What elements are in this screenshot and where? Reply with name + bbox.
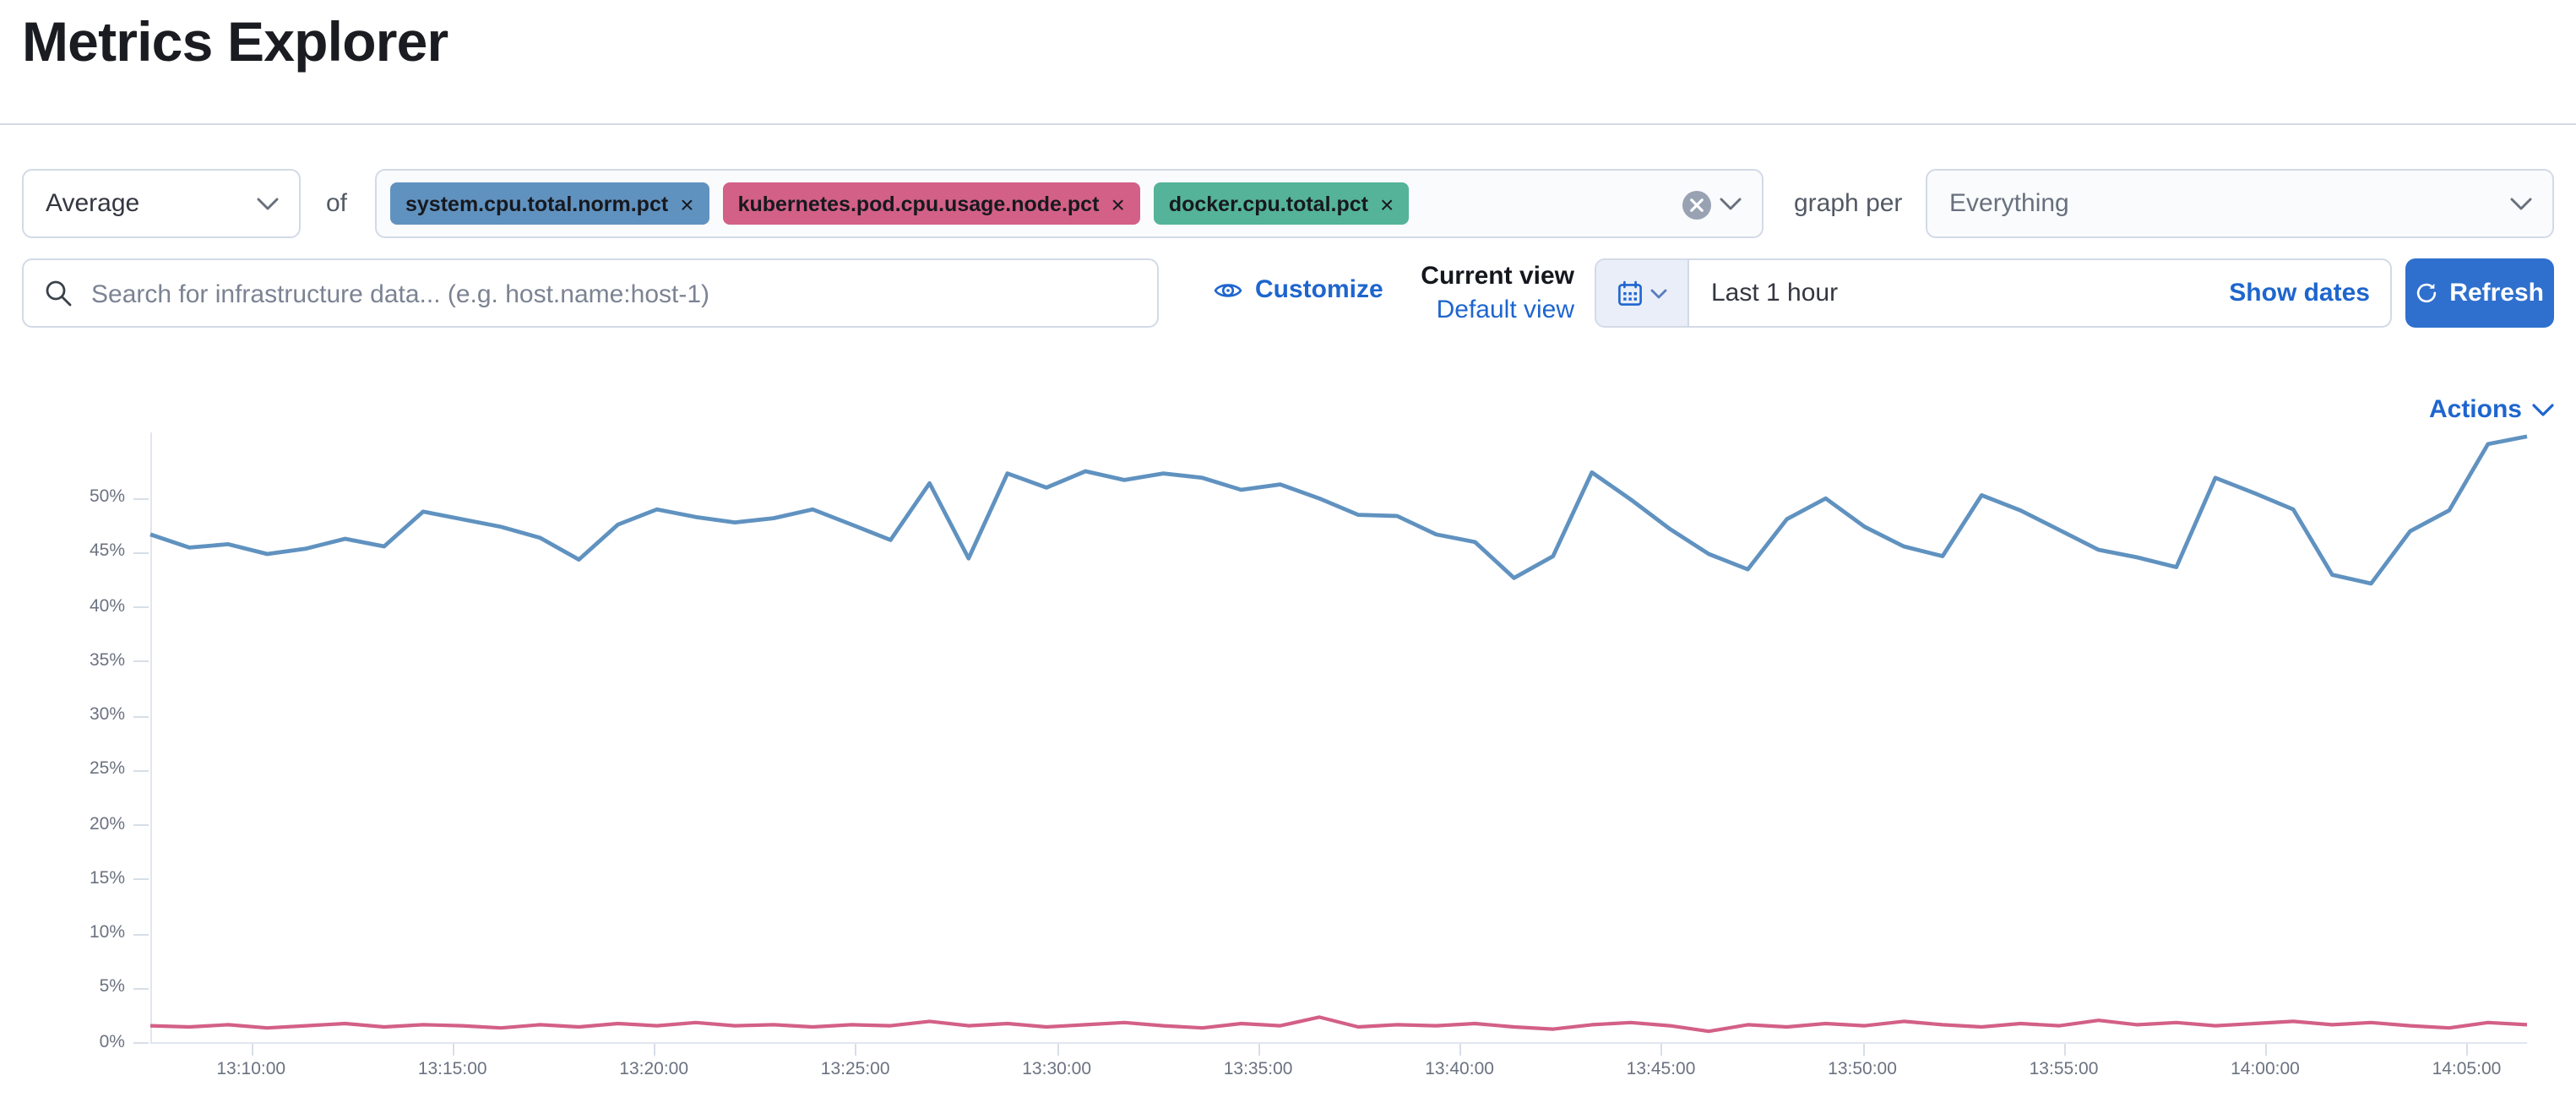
y-axis-tick-label: 5% [99,976,125,997]
y-axis-tick-label: 20% [89,813,125,834]
x-axis-tick-mark [1459,1044,1462,1056]
y-axis-tick-mark [133,933,149,935]
metric-pill[interactable]: kubernetes.pod.cpu.usage.node.pct × [722,182,1140,225]
x-axis-tick-mark [251,1044,253,1056]
series-line-1 [149,1015,2528,1034]
x-axis-tick-label: 13:50:00 [1828,1059,1897,1079]
x-axis-tick-mark [1660,1044,1663,1056]
quick-select-button[interactable] [1596,260,1689,326]
chart: 0% 5% 10% 15% 20% 25% 30% 35% 40% 45% 50% 13:10:00 1… [0,422,2576,1098]
y-axis-tick-mark [133,824,149,826]
metric-pill-label: docker.cpu.total.pct [1168,192,1368,215]
x-axis-tick-mark [2264,1044,2267,1056]
graph-per-label: graph per [1794,189,1903,218]
y-axis-tick-mark [133,1042,149,1044]
default-view-link[interactable]: Default view [1436,296,1574,324]
x-axis-tick-label: 13:10:00 [216,1059,286,1079]
metric-pill-label: system.cpu.total.norm.pct [405,192,669,215]
calendar-icon [1618,280,1642,305]
actions-label: Actions [2428,395,2522,424]
x-axis-tick-label: 13:35:00 [1223,1059,1293,1079]
search-input[interactable] [88,262,1108,328]
x-axis-tick-label: 13:45:00 [1626,1059,1696,1079]
y-axis-tick-mark [133,987,149,990]
search-input-wrapper [22,258,1159,328]
x-axis-tick-mark [2063,1044,2066,1056]
chevron-down-icon [1650,288,1667,298]
x-axis-line [150,1042,2527,1044]
date-picker: Last 1 hour Show dates [1595,258,2392,328]
x-axis-tick-label: 14:00:00 [2231,1059,2300,1079]
x-axis-tick-label: 13:40:00 [1425,1059,1494,1079]
metric-pill[interactable]: system.cpu.total.norm.pct × [390,182,709,225]
cross-in-circle-icon [1682,191,1711,220]
y-axis-tick-label: 25% [89,758,125,779]
x-axis-tick-mark [1862,1044,1865,1056]
y-axis-tick-mark [133,660,149,663]
metrics-line-chart[interactable] [149,422,2528,1056]
y-axis-tick-label: 10% [89,922,125,942]
customize-label: Customize [1255,275,1383,304]
metrics-combo-pills: system.cpu.total.norm.pct × kubernetes.pod… [377,182,1410,225]
metric-pill-label: kubernetes.pod.cpu.usage.node.pct [737,192,1100,215]
chevron-down-icon [2532,403,2554,416]
refresh-label: Refresh [2449,279,2544,307]
customize-button[interactable]: Customize [1213,275,1383,304]
combobox-clear-button[interactable] [1682,191,1711,220]
y-axis-tick-mark [133,769,149,772]
show-dates-link[interactable]: Show dates [2229,279,2370,307]
page-title: Metrics Explorer [22,10,448,73]
pill-remove-icon[interactable]: × [1380,190,1394,217]
x-axis-tick-mark [452,1044,454,1056]
metrics-combobox[interactable]: system.cpu.total.norm.pct × kubernetes.pod… [375,169,1764,238]
pill-remove-icon[interactable]: × [1111,190,1125,217]
time-range-label[interactable]: Last 1 hour [1711,279,1839,307]
y-axis-tick-mark [133,606,149,608]
current-view-label[interactable]: Current view [1421,262,1574,291]
aggregation-select[interactable]: Average [22,169,301,238]
x-axis-tick-label: 13:55:00 [2029,1059,2099,1079]
x-axis-tick-label: 13:20:00 [619,1059,689,1079]
y-axis-tick-mark [133,497,149,499]
y-axis-tick-mark [133,878,149,881]
of-label: of [326,189,348,218]
combobox-chevron-icon[interactable] [1720,198,1742,211]
x-axis-tick-label: 13:30:00 [1022,1059,1091,1079]
y-axis-tick-label: 0% [99,1031,125,1051]
search-icon [46,280,72,307]
y-axis-tick-label: 30% [89,704,125,725]
chevron-down-icon [2510,198,2532,210]
refresh-icon [2416,283,2437,303]
y-axis-tick-label: 40% [89,595,125,616]
x-axis-tick-mark [2466,1044,2469,1056]
x-axis-tick-mark [1258,1044,1260,1056]
actions-menu-button[interactable]: Actions [2429,395,2554,424]
header-divider [0,123,2576,125]
y-axis-tick-label: 35% [89,649,125,671]
metric-pill[interactable]: docker.cpu.total.pct × [1153,182,1410,225]
pill-remove-icon[interactable]: × [680,190,694,217]
chevron-down-icon [257,198,279,210]
y-axis-tick-mark [133,715,149,717]
y-axis-tick-label: 45% [89,540,125,562]
x-axis-tick-mark [855,1044,857,1056]
x-axis-tick-label: 13:15:00 [417,1059,487,1079]
eye-icon [1214,283,1242,296]
x-axis-tick-mark [654,1044,656,1056]
aggregation-value: Average [46,189,140,218]
y-axis-tick-mark [133,551,149,554]
x-axis-tick-label: 13:25:00 [820,1059,890,1079]
x-axis-tick-mark [1057,1044,1059,1056]
x-axis-tick-label: 14:05:00 [2432,1059,2502,1079]
y-axis-line [150,432,152,1042]
group-by-value: Everything [1949,189,2069,218]
y-axis-tick-label: 15% [89,867,125,888]
group-by-select[interactable]: Everything [1926,169,2554,238]
view-switcher: Current view Default view [1372,260,1574,329]
y-axis-tick-label: 50% [89,486,125,507]
refresh-button[interactable]: Refresh [2405,258,2554,328]
series-line-0 [149,434,2528,586]
